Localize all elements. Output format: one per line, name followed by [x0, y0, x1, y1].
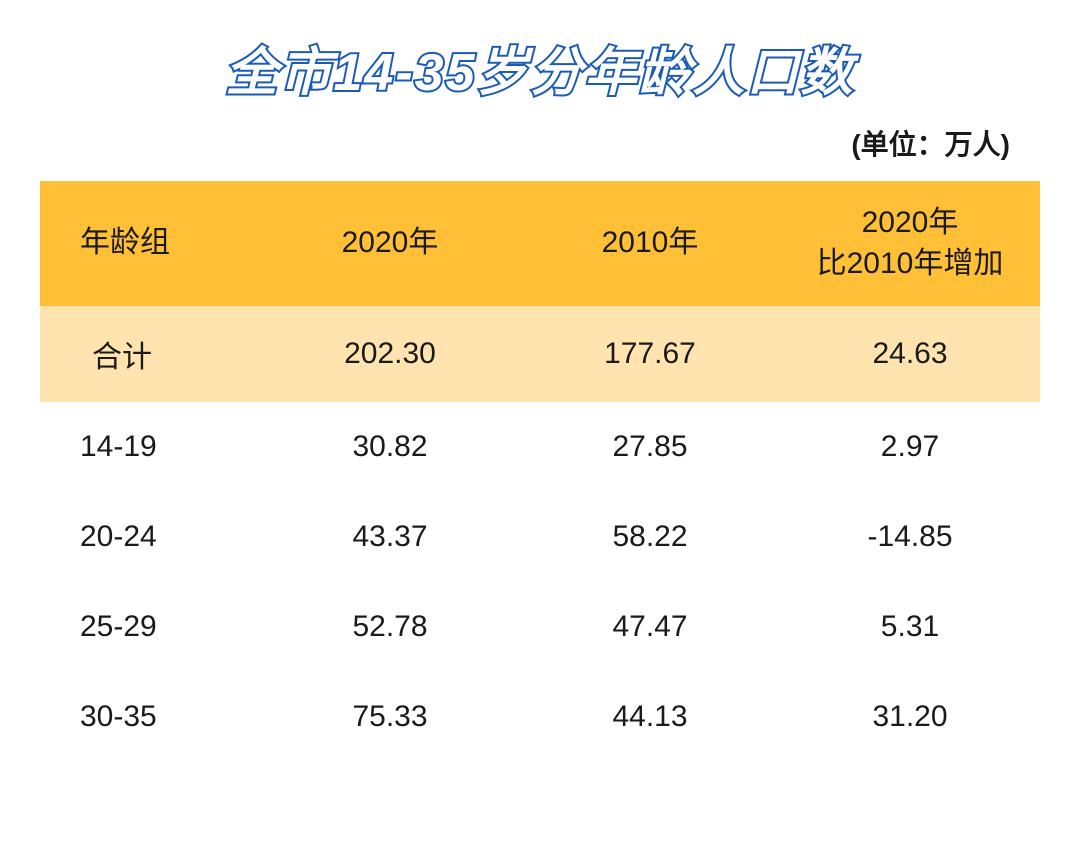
total-label: 合计	[40, 306, 260, 402]
col-header-2010: 2010年	[520, 181, 780, 306]
row-age: 30-35	[40, 672, 260, 762]
row-2020: 75.33	[260, 672, 520, 762]
col-header-diff-line1: 2020年比2010年增加	[817, 206, 1004, 280]
table-row: 30-35 75.33 44.13 31.20	[40, 672, 1040, 762]
row-diff: 31.20	[780, 672, 1040, 762]
table-total-row: 合计 202.30 177.67 24.63	[40, 306, 1040, 402]
row-2010: 27.85	[520, 402, 780, 492]
row-2010: 44.13	[520, 672, 780, 762]
population-table: 年龄组 2020年 2010年 2020年比2010年增加 合计 202.30 …	[40, 181, 1040, 762]
col-header-diff: 2020年比2010年增加	[780, 181, 1040, 306]
total-2020: 202.30	[260, 306, 520, 402]
table-header-row: 年龄组 2020年 2010年 2020年比2010年增加	[40, 181, 1040, 306]
total-2010: 177.67	[520, 306, 780, 402]
row-2010: 47.47	[520, 582, 780, 672]
row-age: 25-29	[40, 582, 260, 672]
page-title: 全市14-35岁分年龄人口数	[40, 30, 1040, 105]
table-row: 14-19 30.82 27.85 2.97	[40, 402, 1040, 492]
row-diff: -14.85	[780, 492, 1040, 582]
row-diff: 2.97	[780, 402, 1040, 492]
row-2020: 43.37	[260, 492, 520, 582]
unit-label: (单位：万人)	[40, 123, 1040, 163]
row-age: 14-19	[40, 402, 260, 492]
row-diff: 5.31	[780, 582, 1040, 672]
row-age: 20-24	[40, 492, 260, 582]
col-header-2020: 2020年	[260, 181, 520, 306]
total-diff: 24.63	[780, 306, 1040, 402]
table-row: 20-24 43.37 58.22 -14.85	[40, 492, 1040, 582]
row-2010: 58.22	[520, 492, 780, 582]
table-row: 25-29 52.78 47.47 5.31	[40, 582, 1040, 672]
row-2020: 30.82	[260, 402, 520, 492]
row-2020: 52.78	[260, 582, 520, 672]
col-header-age: 年龄组	[40, 181, 260, 306]
